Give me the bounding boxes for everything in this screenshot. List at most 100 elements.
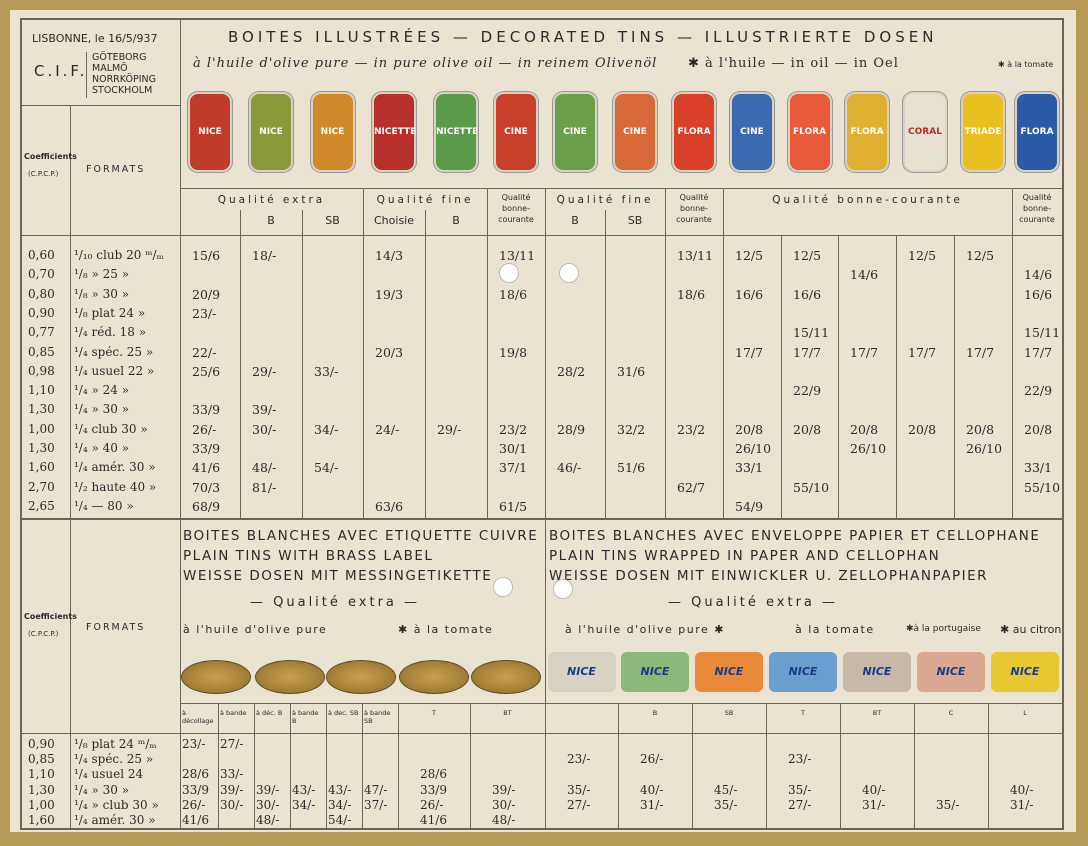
column-header: à bande B [292, 709, 319, 725]
punch-hole [493, 577, 513, 597]
rule [398, 703, 399, 828]
rule [180, 703, 181, 828]
rule [692, 703, 693, 828]
price: 31/- [640, 797, 664, 812]
price: 45/- [714, 782, 738, 797]
column-header: C [948, 709, 954, 717]
tin-image: FLORA [672, 92, 716, 172]
rule [240, 210, 241, 518]
price: 43/- [328, 782, 352, 797]
price: 54/- [328, 813, 352, 827]
section-title: WEISSE DOSEN MIT MESSINGETIKETTE [183, 568, 493, 584]
column-header: BT [503, 709, 512, 717]
price: 27/- [220, 737, 244, 751]
price: 48/- [492, 813, 516, 827]
price-list: LISBONNE, le 16/5/937 C.I.F. BOITES ILLU… [10, 10, 1076, 832]
column-header: à bande SB [364, 709, 391, 725]
format: ¹/₈ » 25 » [74, 267, 130, 282]
format: ¹/₄ amér. 30 » [74, 460, 156, 475]
brass-label [255, 660, 325, 694]
price: 24/- [375, 421, 400, 437]
price: 30/- [492, 797, 516, 812]
price: 26/10 [735, 441, 772, 456]
price: 32/2 [617, 421, 646, 437]
price: 35/- [714, 797, 738, 812]
coefficient: 0,60 [28, 248, 55, 262]
punch-hole [559, 263, 579, 283]
group-header: Qualité bonne-courante [772, 194, 963, 206]
column-header: à bande [220, 709, 247, 717]
price: 39/- [256, 782, 280, 797]
rule [20, 18, 1062, 20]
coefficient: 0,85 [28, 752, 55, 767]
rule [914, 703, 915, 828]
price: 68/9 [192, 498, 221, 514]
city: GÖTEBORG [92, 52, 147, 63]
price: 54/9 [735, 498, 764, 514]
format: ¹/₈ plat 24 ᵐ/ₘ [74, 737, 157, 751]
brass-label [326, 660, 396, 694]
price: 55/10 [793, 479, 830, 495]
price: 28/6 [420, 767, 447, 782]
price: 17/7 [966, 344, 995, 360]
price: 20/8 [908, 421, 937, 437]
rule [363, 188, 364, 518]
price: 40/- [862, 782, 886, 797]
sub-header: B [571, 214, 579, 227]
rule [86, 52, 87, 98]
olive-line: à l'huile d'olive pure — in pure olive o… [193, 56, 658, 71]
rule [988, 703, 989, 828]
oil-line: ✱ à l'huile — in oil — in Oel [688, 56, 899, 71]
rule [470, 703, 471, 828]
price: 17/7 [793, 344, 822, 360]
column-header: SB [724, 709, 734, 717]
price: 33/9 [192, 402, 221, 418]
price: 14/6 [1024, 267, 1053, 283]
rule [218, 703, 219, 828]
rule [766, 703, 767, 828]
section-title: PLAIN TINS WITH BRASS LABEL [183, 548, 434, 564]
rule [180, 188, 181, 518]
sub-header: B [452, 214, 460, 227]
price: 31/- [862, 797, 886, 812]
price: 28/9 [557, 421, 586, 437]
price: 34/- [328, 797, 352, 812]
price: 22/9 [1024, 383, 1053, 399]
price: 27/- [788, 797, 812, 812]
price: 25/6 [192, 363, 221, 379]
tomato: ✱ à la tomate [398, 623, 494, 636]
price: 20/3 [375, 344, 404, 360]
price: 20/8 [735, 421, 764, 437]
column-header: à déc. B [256, 709, 283, 717]
price: 39/- [492, 782, 516, 797]
price: 15/11 [793, 325, 830, 341]
price: 23/2 [677, 421, 706, 437]
price: 17/7 [908, 344, 937, 360]
tin-image: NICE [188, 92, 232, 172]
tin-image: CINE [613, 92, 657, 172]
coef-sub: (C.P.C.P.) [28, 170, 59, 178]
column-header: B [652, 709, 658, 717]
price: 18/- [252, 248, 277, 263]
format: ¹/₄ » 40 » [74, 441, 130, 455]
tomato-line: ✱ à la tomate [998, 60, 1054, 69]
price: 29/- [437, 421, 462, 437]
price: 19/3 [375, 286, 404, 302]
price: 26/10 [850, 441, 887, 456]
coefficient: 1,00 [28, 421, 55, 436]
price: 34/- [314, 421, 339, 437]
place-date: LISBONNE, le 16/5/937 [32, 32, 158, 45]
group-header: Qualité fine [376, 194, 474, 206]
price: 23/- [567, 752, 591, 767]
column-header: T [801, 709, 805, 717]
citron: ✱ au citron [1000, 623, 1062, 636]
price: 27/- [567, 797, 591, 812]
price: 13/11 [677, 248, 714, 263]
coefficient: 1,00 [28, 797, 55, 812]
brass-label [471, 660, 541, 694]
price: 23/- [192, 305, 217, 321]
sub-header: SB [325, 214, 340, 227]
city: MALMÖ [92, 63, 128, 74]
price: 14/3 [375, 248, 404, 263]
format: ¹/₄ » 24 » [74, 383, 130, 398]
